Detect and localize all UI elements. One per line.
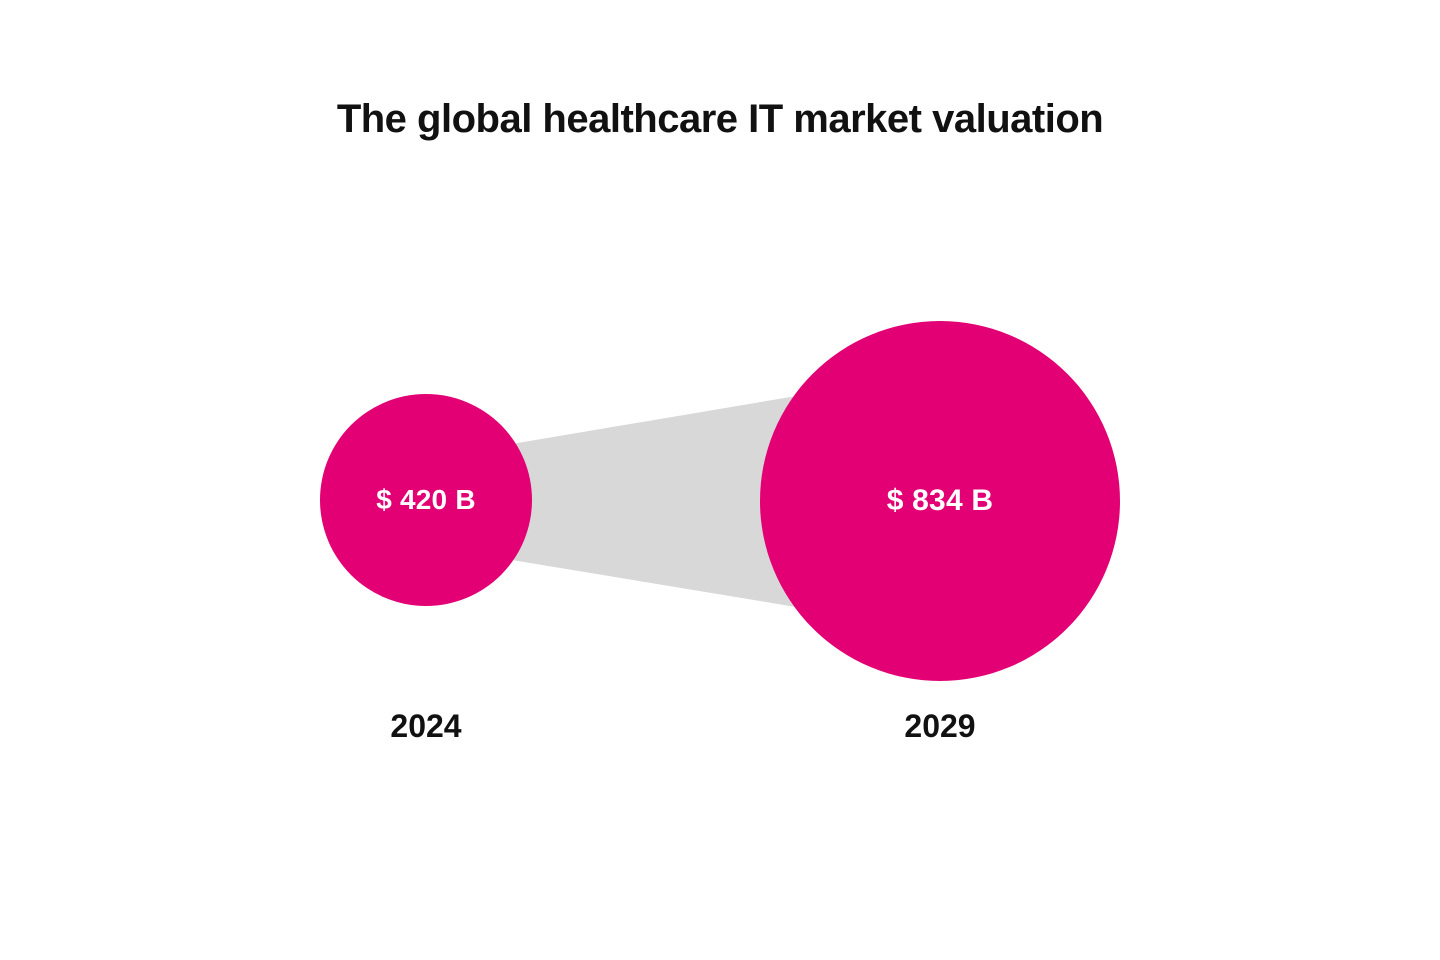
bubble-2024-value-label: $ 420 B xyxy=(376,484,476,515)
axis-label-2029: 2029 xyxy=(904,708,976,744)
axis-label-2024: 2024 xyxy=(390,708,462,744)
chart-title: The global healthcare IT market valuatio… xyxy=(336,97,1104,141)
bubble-2029: $ 834 B xyxy=(760,321,1120,681)
growth-connector-band xyxy=(500,392,820,611)
bubble-2024: $ 420 B xyxy=(320,394,532,606)
bubble-2029-value-label: $ 834 B xyxy=(886,484,994,517)
